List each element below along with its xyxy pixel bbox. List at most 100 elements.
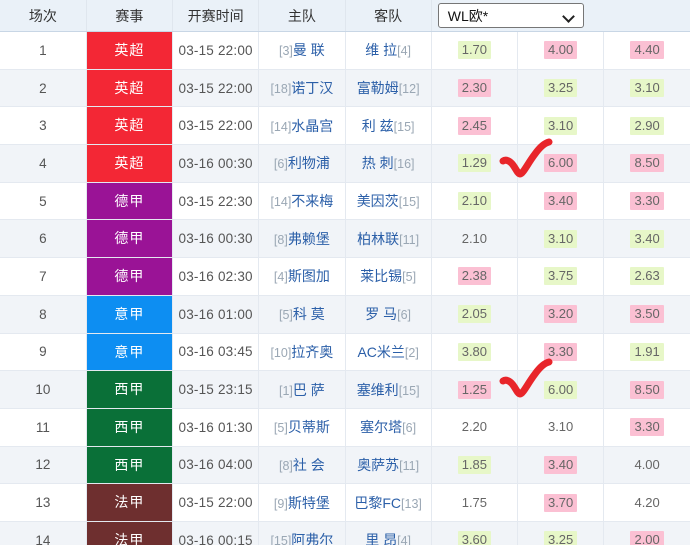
cell-odds-draw[interactable]: 3.10 [517, 106, 605, 146]
cell-odds-away-win[interactable]: 3.10 [603, 69, 690, 108]
cell-odds-away-win[interactable]: 2.00 [603, 521, 690, 545]
cell-odds-away-win[interactable]: 2.90 [603, 106, 690, 146]
cell-away-team[interactable]: AC米兰[2] [345, 333, 432, 372]
cell-home-team[interactable]: [5]贝蒂斯 [258, 408, 346, 447]
cell-away-team[interactable]: 塞尔塔[6] [345, 408, 432, 447]
cell-home-team[interactable]: [14]水晶宫 [258, 106, 346, 146]
cell-odds-draw[interactable]: 3.10 [517, 219, 605, 259]
cell-odds-draw[interactable]: 3.30 [517, 333, 605, 372]
column-header-away[interactable]: 客队 [345, 0, 432, 32]
table-row[interactable]: 3 英超 03-15 22:00 [14]水晶宫 利 兹[15] 2.45 3.10 2.90 [0, 106, 690, 146]
cell-odds-away-win[interactable]: 2.63 [603, 257, 690, 296]
cell-away-team[interactable]: 罗 马[6] [345, 295, 432, 334]
cell-odds-away-win[interactable]: 1.91 [603, 333, 690, 372]
odds-type-select[interactable]: WL欧* [437, 3, 584, 28]
cell-odds-draw[interactable]: 6.00 [517, 370, 605, 409]
table-row[interactable]: 6 德甲 03-16 00:30 [8]弗赖堡 柏林联[11] 2.10 3.10 3.40 [0, 219, 690, 259]
cell-home-team[interactable]: [6]利物浦 [258, 144, 346, 183]
cell-home-team[interactable]: [8]社 会 [258, 446, 346, 485]
cell-odds-away-win[interactable]: 4.40 [603, 31, 690, 70]
cell-odds-away-win[interactable]: 3.30 [603, 182, 690, 221]
cell-away-team[interactable]: 柏林联[11] [345, 219, 432, 259]
cell-odds-home-win[interactable]: 1.29 [431, 144, 519, 183]
cell-away-team[interactable]: 利 兹[15] [345, 106, 432, 146]
cell-odds-draw[interactable]: 3.25 [517, 521, 605, 545]
cell-league[interactable]: 西甲 [86, 408, 174, 447]
cell-home-team[interactable]: [15]阿弗尔 [258, 521, 346, 545]
cell-home-team[interactable]: [5]科 莫 [258, 295, 346, 334]
table-row[interactable]: 11 西甲 03-16 01:30 [5]贝蒂斯 塞尔塔[6] 2.20 3.10 3.30 [0, 408, 690, 447]
column-header-home[interactable]: 主队 [258, 0, 346, 32]
cell-home-team[interactable]: [14]不来梅 [258, 182, 346, 221]
cell-away-team[interactable]: 莱比锡[5] [345, 257, 432, 296]
cell-odds-home-win[interactable]: 1.70 [431, 31, 519, 70]
cell-league[interactable]: 英超 [86, 144, 174, 183]
cell-league[interactable]: 西甲 [86, 370, 174, 409]
cell-home-team[interactable]: [8]弗赖堡 [258, 219, 346, 259]
cell-odds-home-win[interactable]: 2.10 [431, 219, 519, 259]
cell-league[interactable]: 西甲 [86, 446, 174, 485]
column-header-no[interactable]: 场次 [0, 0, 87, 32]
table-row[interactable]: 10 西甲 03-15 23:15 [1]巴 萨 塞维利[15] 1.25 6.00 8.50 [0, 370, 690, 409]
cell-home-team[interactable]: [18]诺丁汉 [258, 69, 346, 108]
cell-odds-draw[interactable]: 6.00 [517, 144, 605, 183]
cell-away-team[interactable]: 奥萨苏[11] [345, 446, 432, 485]
cell-odds-home-win[interactable]: 2.05 [431, 295, 519, 334]
table-row[interactable]: 4 英超 03-16 00:30 [6]利物浦 热 刺[16] 1.29 6.00 8.50 [0, 144, 690, 183]
table-row[interactable]: 14 法甲 03-16 00:15 [15]阿弗尔 里 昂[4] 3.60 3.25 2.00 [0, 521, 690, 545]
cell-away-team[interactable]: 热 刺[16] [345, 144, 432, 183]
cell-home-team[interactable]: [1]巴 萨 [258, 370, 346, 409]
cell-league[interactable]: 德甲 [86, 219, 174, 259]
cell-odds-draw[interactable]: 3.20 [517, 295, 605, 334]
cell-league[interactable]: 英超 [86, 69, 174, 108]
cell-home-team[interactable]: [10]拉齐奥 [258, 333, 346, 372]
cell-odds-home-win[interactable]: 3.80 [431, 333, 519, 372]
cell-odds-draw[interactable]: 3.70 [517, 483, 605, 522]
cell-league[interactable]: 法甲 [86, 521, 174, 545]
cell-odds-draw[interactable]: 4.00 [517, 31, 605, 70]
cell-league[interactable]: 法甲 [86, 483, 174, 522]
cell-league[interactable]: 英超 [86, 31, 174, 70]
cell-odds-draw[interactable]: 3.40 [517, 446, 605, 485]
cell-odds-home-win[interactable]: 1.85 [431, 446, 519, 485]
table-row[interactable]: 2 英超 03-15 22:00 [18]诺丁汉 富勒姆[12] 2.30 3.25 3.10 [0, 69, 690, 108]
cell-away-team[interactable]: 富勒姆[12] [345, 69, 432, 108]
cell-league[interactable]: 德甲 [86, 182, 174, 221]
cell-odds-draw[interactable]: 3.25 [517, 69, 605, 108]
column-header-time[interactable]: 开赛时间 [172, 0, 260, 32]
cell-odds-draw[interactable]: 3.75 [517, 257, 605, 296]
cell-home-team[interactable]: [9]斯特堡 [258, 483, 346, 522]
cell-league[interactable]: 意甲 [86, 295, 174, 334]
cell-odds-home-win[interactable]: 1.25 [431, 370, 519, 409]
cell-odds-away-win[interactable]: 8.50 [603, 144, 690, 183]
cell-away-team[interactable]: 维 拉[4] [345, 31, 432, 70]
cell-league[interactable]: 英超 [86, 106, 174, 146]
table-row[interactable]: 12 西甲 03-16 04:00 [8]社 会 奥萨苏[11] 1.85 3.40 4.00 [0, 446, 690, 485]
cell-odds-draw[interactable]: 3.40 [517, 182, 605, 221]
table-row[interactable]: 8 意甲 03-16 01:00 [5]科 莫 罗 马[6] 2.05 3.20 3.50 [0, 295, 690, 334]
cell-odds-away-win[interactable]: 3.30 [603, 408, 690, 447]
table-row[interactable]: 5 德甲 03-15 22:30 [14]不来梅 美因茨[15] 2.10 3.40 3.30 [0, 182, 690, 221]
cell-odds-away-win[interactable]: 4.20 [603, 483, 690, 522]
cell-league[interactable]: 德甲 [86, 257, 174, 296]
cell-home-team[interactable]: [3]曼 联 [258, 31, 346, 70]
table-row[interactable]: 1 英超 03-15 22:00 [3]曼 联 维 拉[4] 1.70 4.00 4.40 [0, 31, 690, 70]
cell-odds-away-win[interactable]: 3.40 [603, 219, 690, 259]
table-row[interactable]: 9 意甲 03-16 03:45 [10]拉齐奥 AC米兰[2] 3.80 3.30 1.91 [0, 333, 690, 372]
cell-odds-home-win[interactable]: 2.10 [431, 182, 519, 221]
cell-away-team[interactable]: 里 昂[4] [345, 521, 432, 545]
cell-odds-home-win[interactable]: 3.60 [431, 521, 519, 545]
table-row[interactable]: 13 法甲 03-15 22:00 [9]斯特堡 巴黎FC[13] 1.75 3.70 4.2… [0, 483, 690, 522]
cell-odds-home-win[interactable]: 2.45 [431, 106, 519, 146]
cell-odds-home-win[interactable]: 1.75 [431, 483, 519, 522]
cell-odds-home-win[interactable]: 2.30 [431, 69, 519, 108]
cell-odds-home-win[interactable]: 2.38 [431, 257, 519, 296]
cell-home-team[interactable]: [4]斯图加 [258, 257, 346, 296]
cell-away-team[interactable]: 塞维利[15] [345, 370, 432, 409]
cell-away-team[interactable]: 巴黎FC[13] [345, 483, 432, 522]
cell-odds-home-win[interactable]: 2.20 [431, 408, 519, 447]
cell-league[interactable]: 意甲 [86, 333, 174, 372]
column-header-league[interactable]: 赛事 [86, 0, 174, 32]
cell-odds-away-win[interactable]: 3.50 [603, 295, 690, 334]
cell-odds-away-win[interactable]: 8.50 [603, 370, 690, 409]
